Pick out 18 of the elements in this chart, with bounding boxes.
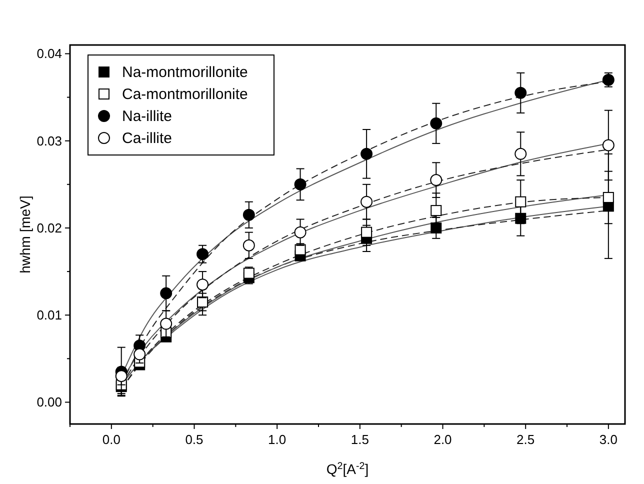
y-tick-label: 0.01 xyxy=(36,308,62,323)
x-tick-label: 1.5 xyxy=(350,432,369,447)
legend-label: Ca-illite xyxy=(122,130,172,147)
x-tick-label: 2.5 xyxy=(516,432,535,447)
legend-label: Na-illite xyxy=(122,108,172,125)
y-tick-label: 0.00 xyxy=(36,394,62,410)
y-tick-label: 0.03 xyxy=(36,133,62,148)
legend-label: Ca-montmorillonite xyxy=(122,86,248,103)
x-tick-label: 3.0 xyxy=(599,432,618,447)
y-axis-title: hwhm [meV] xyxy=(17,196,33,274)
x-tick-label: 0.5 xyxy=(185,432,204,447)
y-tick-label: 0.04 xyxy=(36,46,62,62)
x-axis-title: Q$^{2}$[A$^{-2}$] xyxy=(326,460,369,477)
x-tick-label: 0.0 xyxy=(102,432,120,447)
x-tick-label: 2.0 xyxy=(434,432,452,447)
x-tick-label: 1.0 xyxy=(268,432,286,447)
y-tick-label: 0.02 xyxy=(36,220,62,236)
legend-label: Na-montmorillonite xyxy=(122,64,248,81)
